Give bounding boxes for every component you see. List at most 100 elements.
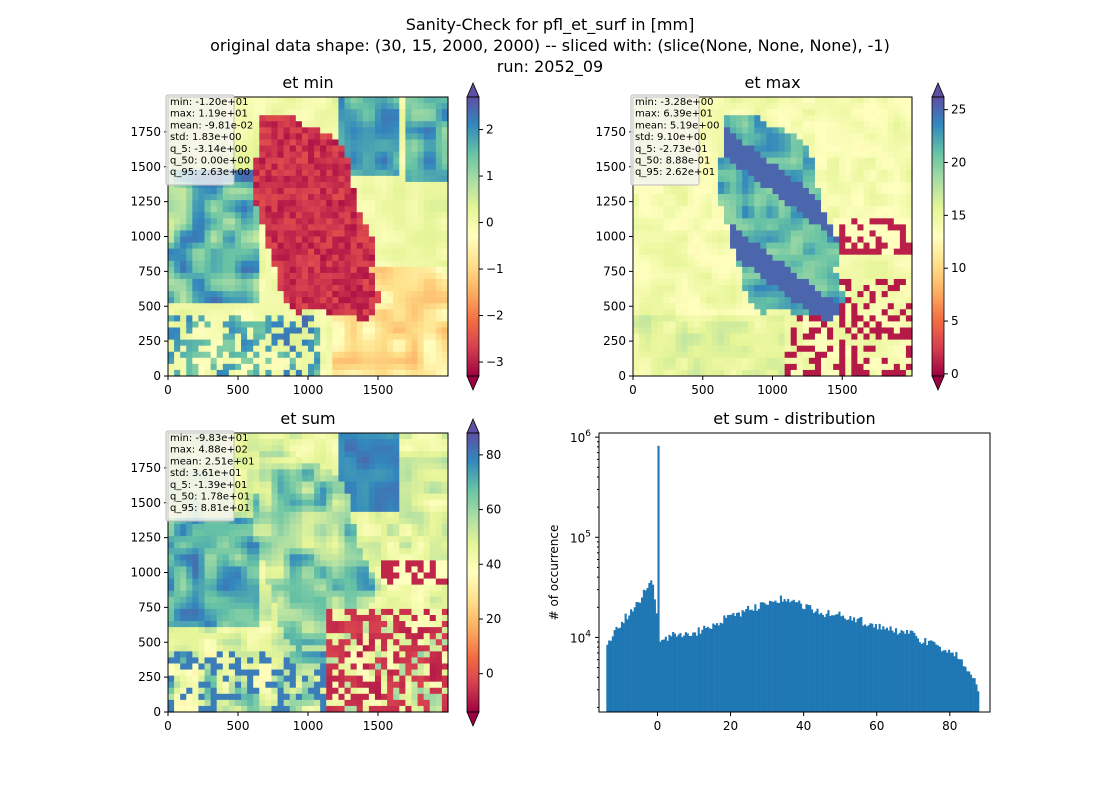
heatmap-cell bbox=[905, 194, 913, 201]
heatmap-cell bbox=[326, 266, 333, 274]
heatmap-cell bbox=[387, 163, 394, 171]
heatmap-cell bbox=[277, 333, 285, 341]
heatmap-cell bbox=[905, 127, 913, 134]
colorbar-tick-label: 1 bbox=[486, 169, 494, 183]
heatmap-cell bbox=[374, 363, 382, 371]
heatmap-cell bbox=[833, 224, 840, 232]
heatmap-cell bbox=[857, 230, 865, 238]
heatmap-cell bbox=[399, 127, 406, 134]
heatmap-cell bbox=[234, 523, 242, 531]
heatmap-cell bbox=[857, 157, 865, 165]
heatmap-cell bbox=[344, 351, 352, 359]
heatmap-cell bbox=[405, 200, 413, 207]
heatmap-cell bbox=[393, 115, 400, 122]
heatmap-cell bbox=[796, 309, 804, 316]
heatmap-cell bbox=[399, 169, 406, 177]
heatmap-cell bbox=[356, 145, 364, 153]
heatmap-cell bbox=[651, 327, 658, 335]
heatmap-cell bbox=[778, 151, 786, 159]
heatmap-cell bbox=[863, 212, 871, 219]
heatmap-cell bbox=[766, 175, 774, 183]
heatmap-cell bbox=[289, 200, 297, 207]
heatmap-cell bbox=[633, 230, 640, 238]
heatmap-cell bbox=[186, 693, 193, 701]
heatmap-cell bbox=[234, 248, 242, 256]
heatmap-cell bbox=[869, 248, 877, 256]
heatmap-cell bbox=[411, 327, 419, 335]
heatmap-cell bbox=[711, 345, 719, 353]
heatmap-cell bbox=[332, 163, 340, 171]
heatmap-cell bbox=[271, 351, 279, 359]
heatmap-cell bbox=[441, 351, 449, 359]
heatmap-cell bbox=[387, 236, 394, 244]
heatmap-cell bbox=[796, 303, 804, 310]
heatmap-cell bbox=[687, 266, 695, 274]
heatmap-cell bbox=[241, 242, 248, 250]
heatmap-cell bbox=[893, 248, 901, 256]
heatmap-cell bbox=[338, 272, 346, 280]
heatmap-cell bbox=[332, 187, 340, 195]
heatmap-cell bbox=[839, 363, 846, 371]
heatmap-cell bbox=[802, 97, 810, 104]
heatmap-cell bbox=[687, 236, 695, 244]
heatmap-cell bbox=[332, 139, 340, 147]
heatmap-cell bbox=[405, 133, 413, 141]
heatmap-cell bbox=[387, 309, 394, 316]
heatmap-cell bbox=[399, 345, 406, 353]
heatmap-cell bbox=[857, 254, 865, 262]
heatmap-cell bbox=[289, 297, 297, 304]
heatmap-cell bbox=[338, 163, 346, 171]
heatmap-cell bbox=[423, 121, 431, 128]
heatmap-cell bbox=[772, 187, 780, 195]
heatmap-cell bbox=[265, 224, 273, 232]
heatmap-cell bbox=[393, 309, 400, 316]
heatmap-cell bbox=[705, 133, 713, 141]
heatmap-cell bbox=[736, 139, 743, 147]
heatmap-cell bbox=[863, 297, 871, 304]
heatmap-cell bbox=[869, 297, 877, 304]
heatmap-cell bbox=[393, 151, 400, 159]
heatmap-cell bbox=[417, 121, 425, 128]
heatmap-cell bbox=[234, 139, 242, 147]
heatmap-cell bbox=[393, 97, 400, 104]
heatmap-cell bbox=[265, 139, 273, 147]
heatmap-cell bbox=[241, 266, 248, 274]
heatmap-cell bbox=[247, 236, 254, 244]
heatmap-cell bbox=[839, 242, 846, 250]
heatmap-cell bbox=[802, 157, 810, 165]
heatmap-cell bbox=[881, 242, 889, 250]
heatmap-cell bbox=[222, 187, 230, 195]
heatmap-cell bbox=[222, 633, 230, 640]
heatmap-cell bbox=[387, 248, 394, 256]
heatmap-cell bbox=[320, 224, 327, 232]
heatmap-cell bbox=[760, 260, 768, 268]
heatmap-cell bbox=[863, 133, 871, 141]
heatmap-cell bbox=[423, 345, 431, 353]
heatmap-cell bbox=[766, 285, 774, 292]
heatmap-cell bbox=[905, 230, 913, 238]
heatmap-cell bbox=[827, 133, 834, 141]
heatmap-cell bbox=[253, 481, 260, 489]
heatmap-cell bbox=[241, 493, 248, 501]
heatmap-cell bbox=[711, 139, 719, 147]
heatmap-cell bbox=[192, 584, 200, 592]
heatmap-cell bbox=[881, 224, 889, 232]
heatmap-cell bbox=[204, 572, 212, 580]
heatmap-cell bbox=[320, 278, 327, 286]
y-tick-label: 1750 bbox=[595, 125, 626, 139]
heatmap-cell bbox=[435, 212, 443, 219]
heatmap-cell bbox=[435, 133, 443, 141]
heatmap-cell bbox=[271, 127, 279, 134]
heatmap-cell bbox=[441, 369, 449, 377]
heatmap-cell bbox=[344, 139, 352, 147]
heatmap-cell bbox=[435, 187, 443, 195]
heatmap-cell bbox=[241, 536, 248, 543]
heatmap-cell bbox=[356, 260, 364, 268]
heatmap-cell bbox=[881, 303, 889, 310]
heatmap-cell bbox=[247, 339, 254, 347]
heatmap-cell bbox=[356, 339, 364, 347]
stats-background bbox=[630, 94, 700, 186]
heatmap-cell bbox=[845, 285, 852, 292]
heatmap-cell bbox=[216, 357, 224, 365]
